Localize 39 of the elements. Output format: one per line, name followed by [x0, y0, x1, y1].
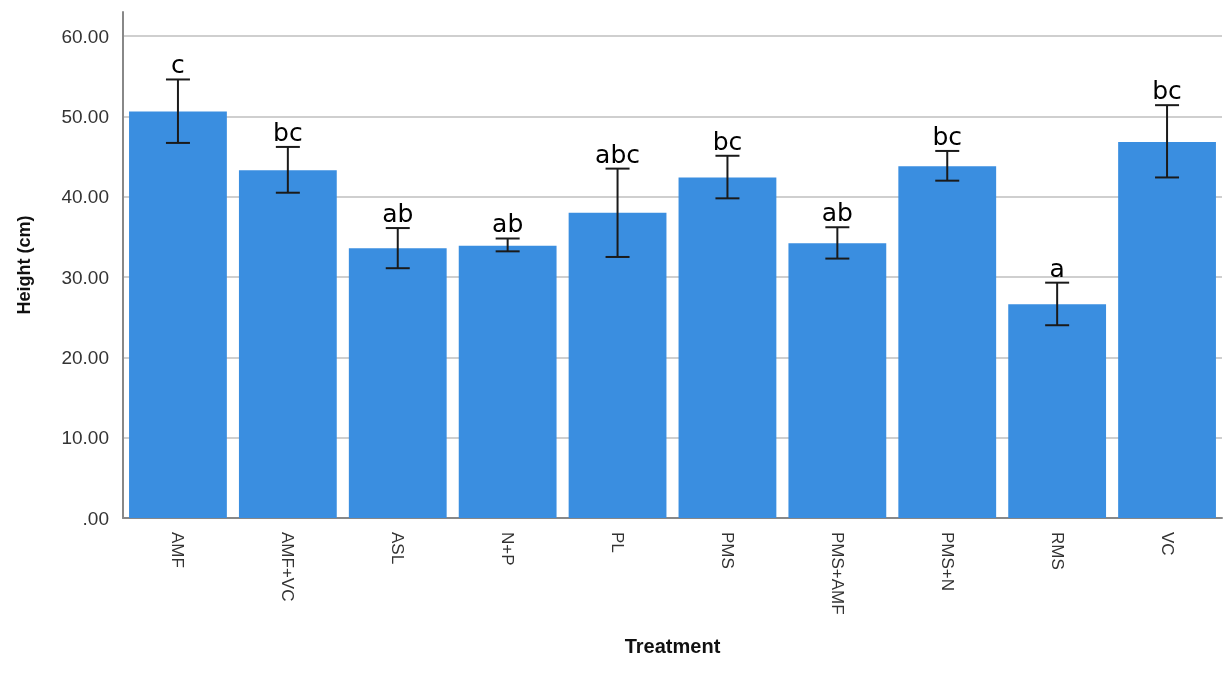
y-tick-label: 20.00	[61, 346, 109, 368]
x-tick-label: PMS+AMF	[827, 532, 847, 615]
annotation: abc	[595, 139, 641, 169]
x-tick-label: PMS	[717, 532, 737, 569]
bar	[898, 166, 997, 518]
x-axis-title: Treatment	[624, 635, 721, 657]
bar	[1118, 142, 1216, 518]
x-tick-label: ASL	[388, 532, 408, 565]
bar	[129, 111, 227, 518]
annotation: bc	[1152, 76, 1182, 106]
bar	[1008, 304, 1107, 518]
x-tick-label: VC	[1157, 532, 1177, 556]
y-tick-label: .00	[82, 507, 109, 529]
x-tick-label: PMS+N	[937, 532, 957, 592]
annotation: bc	[932, 121, 963, 151]
bar	[238, 170, 337, 518]
bar	[788, 243, 887, 518]
annotation: c	[171, 50, 185, 80]
bar	[458, 245, 557, 518]
bar	[348, 248, 447, 518]
x-tick-label: N+P	[498, 532, 518, 566]
annotation: bc	[273, 117, 303, 147]
x-tick-label: RMS	[1047, 532, 1067, 570]
annotation: a	[1049, 253, 1065, 283]
annotation: bc	[712, 126, 743, 156]
x-tick-label: AMF+VC	[278, 532, 298, 602]
y-tick-label: 10.00	[61, 427, 109, 449]
annotation: ab	[492, 209, 524, 239]
y-tick-label: 60.00	[61, 25, 109, 47]
y-axis-title: Height (cm)	[14, 215, 34, 315]
bar	[678, 177, 777, 518]
annotation: ab	[821, 198, 853, 228]
bar	[568, 212, 667, 518]
y-tick-label: 40.00	[61, 186, 109, 208]
x-tick-label: AMF	[168, 532, 188, 568]
y-tick-label: 30.00	[61, 266, 109, 288]
y-tick-label: 50.00	[61, 105, 109, 127]
x-tick-label: PL	[608, 532, 628, 553]
annotation: ab	[382, 199, 414, 229]
